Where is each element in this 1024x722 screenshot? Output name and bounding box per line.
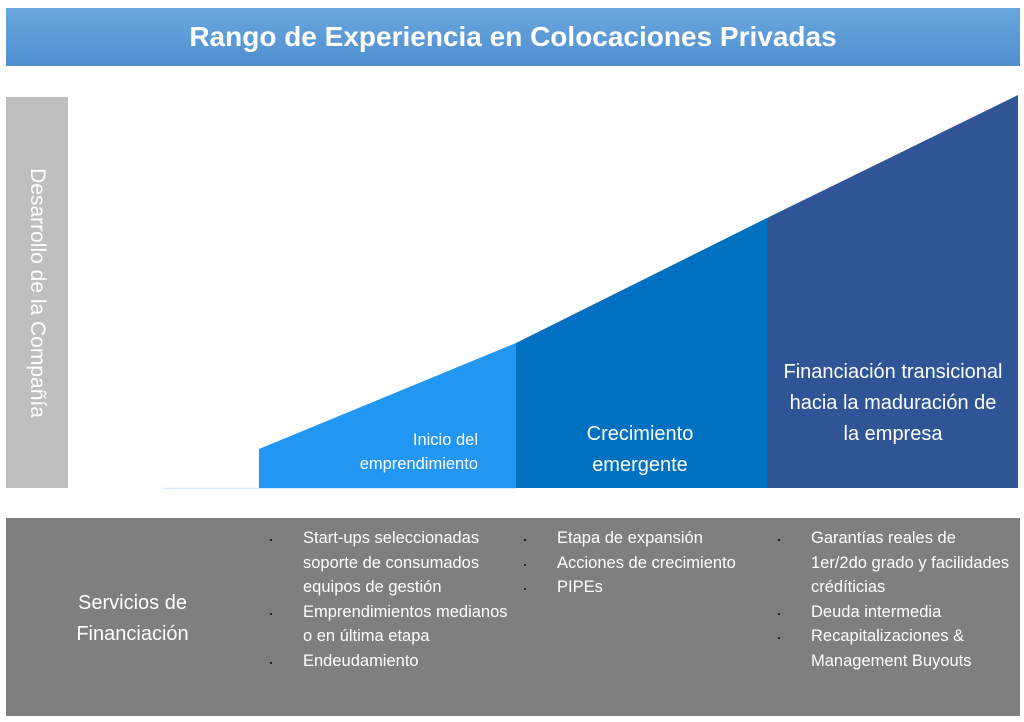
list-item: Etapa de expansión — [524, 526, 737, 551]
stage-growth-label: Crecimiento emergente — [586, 423, 694, 476]
stage-maturity-label: Financiación transicional hacia la madur… — [783, 361, 1003, 445]
services-list-maturity: Garantías reales de 1er/2do grado y faci… — [778, 526, 1011, 673]
list-item: Garantías reales de 1er/2do grado y faci… — [778, 526, 1011, 600]
diagram-title: Rango de Experiencia en Colocaciones Pri… — [6, 8, 1020, 66]
list-item: Emprendimientos medianos o en última eta… — [270, 600, 513, 649]
list-item: Endeudamiento — [270, 649, 513, 674]
company-development-axis: Desarrollo de la Compañía — [6, 97, 68, 488]
list-item: PIPEs — [524, 575, 737, 600]
list-item: Deuda intermedia — [778, 600, 1011, 625]
services-list-growth: Etapa de expansión Acciones de crecimien… — [524, 526, 737, 600]
stage-startup-label: Inicio del emprendimiento — [359, 431, 478, 473]
list-item: Recapitalizaciones & Management Buyouts — [778, 624, 1011, 673]
services-label: Servicios de Financiación — [76, 592, 189, 645]
stage-startup-shape — [259, 343, 516, 488]
stage-maturity-shape — [767, 95, 1018, 488]
list-item: Start-ups seleccionadas soporte de consu… — [270, 526, 513, 600]
stage-growth-shape — [516, 218, 767, 488]
services-list-startup: Start-ups seleccionadas soporte de consu… — [270, 526, 513, 674]
financing-services-panel — [6, 518, 1020, 716]
list-item: Acciones de crecimiento — [524, 551, 737, 576]
